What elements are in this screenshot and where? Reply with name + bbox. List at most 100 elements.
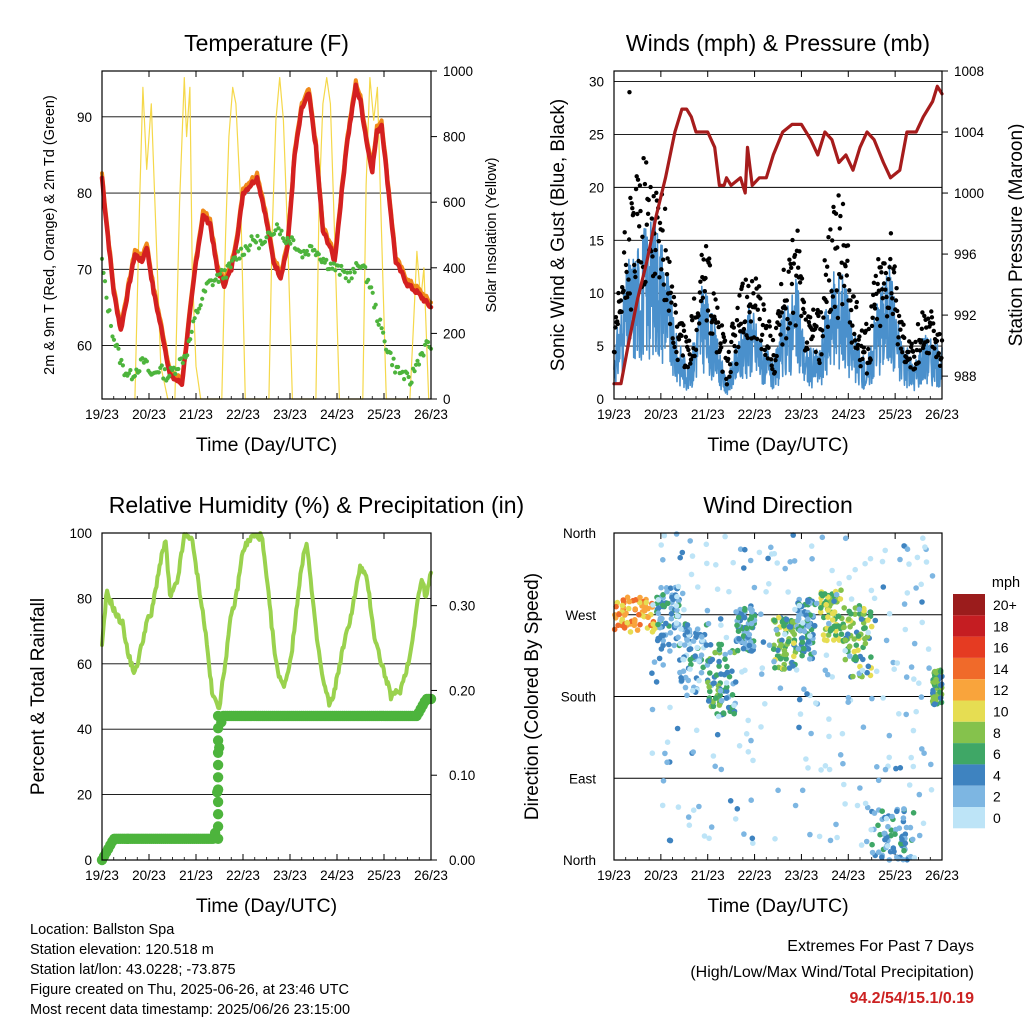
dewpoint-point: [179, 356, 184, 361]
gust-point: [912, 366, 918, 371]
x-tick-label: 19/23: [85, 868, 119, 883]
gust-point: [761, 307, 767, 312]
direction-point: [904, 546, 911, 552]
panel-title: Relative Humidity (%) & Precipitation (i…: [109, 492, 524, 518]
gust-point: [737, 293, 742, 298]
direction-point: [847, 653, 853, 659]
direction-point: [765, 555, 771, 562]
gust-point: [626, 237, 632, 242]
direction-point: [890, 845, 897, 851]
gust-point: [628, 307, 634, 312]
direction-point: [636, 611, 642, 618]
gust-point: [631, 210, 636, 216]
gust-point: [781, 267, 786, 272]
direction-point: [918, 581, 924, 588]
direction-point: [818, 605, 824, 611]
direction-point: [740, 633, 747, 639]
direction-point: [649, 750, 656, 756]
speed-colorbar: mph 20+ 18 16 14 12 10 8 6 4 2 0: [953, 575, 1020, 829]
direction-point: [799, 620, 806, 626]
direction-point: [916, 680, 922, 686]
dewpoint-point: [370, 290, 375, 295]
direction-point: [826, 716, 832, 722]
direction-point: [722, 651, 728, 658]
gust-point: [667, 259, 672, 264]
y-tick-label: 90: [77, 110, 92, 125]
gust-point: [741, 326, 747, 332]
direction-point: [622, 612, 628, 618]
gust-point: [651, 194, 656, 199]
gust-point: [634, 174, 639, 179]
y-tick-label: 60: [77, 339, 92, 354]
gust-point: [703, 275, 708, 281]
gust-point: [833, 211, 839, 216]
gust-point: [907, 356, 912, 361]
gust-point: [652, 271, 658, 276]
direction-point: [873, 668, 880, 675]
gust-point: [727, 374, 732, 379]
direction-point: [723, 634, 730, 641]
precip-point: [212, 784, 224, 795]
direction-point: [910, 727, 917, 734]
direction-point: [727, 798, 734, 804]
dewpoint-point: [242, 252, 247, 257]
gust-point: [880, 296, 885, 301]
gust-point: [671, 294, 677, 300]
y-right-tick-label: 200: [443, 326, 466, 341]
direction-point: [862, 800, 869, 807]
gust-point: [734, 318, 740, 323]
gust-point: [789, 281, 795, 287]
direction-point: [632, 606, 638, 612]
gust-point: [719, 345, 724, 350]
direction-point: [687, 656, 694, 663]
y-right-tick-label: 0.10: [449, 768, 475, 783]
direction-point: [718, 622, 724, 628]
gust-point: [845, 258, 850, 263]
gust-point: [849, 340, 854, 345]
gust-point: [722, 338, 728, 343]
gust-point: [743, 277, 748, 282]
direction-point: [673, 603, 680, 609]
direction-point: [689, 553, 696, 559]
dewpoint-point: [283, 241, 288, 246]
y-tick-label: North: [563, 526, 596, 541]
direction-point: [650, 602, 656, 608]
direction-point: [637, 594, 643, 601]
x-tick-label: 25/23: [878, 407, 912, 422]
gust-point: [747, 310, 752, 315]
direction-point: [805, 616, 811, 622]
gust-point: [801, 306, 806, 312]
gust-point: [824, 299, 829, 305]
direction-point: [649, 670, 655, 676]
direction-point: [846, 643, 853, 650]
gust-point: [630, 206, 635, 211]
gust-point: [620, 285, 625, 290]
gust-point: [791, 261, 796, 266]
dewpoint-point: [363, 265, 368, 270]
gust-point: [657, 220, 663, 226]
direction-point: [740, 645, 747, 652]
y-right-tick-label: 1004: [954, 125, 985, 140]
direction-point: [869, 695, 875, 702]
direction-point: [772, 665, 778, 671]
gust-point: [736, 344, 741, 350]
dewpoint-point: [421, 353, 426, 358]
colorbar-label: 2: [993, 789, 1001, 805]
gust-point: [874, 316, 880, 322]
gust-point: [773, 358, 778, 363]
direction-point: [882, 836, 888, 843]
dewpoint-point: [378, 317, 383, 322]
dewpoint-point: [104, 295, 109, 300]
direction-point: [655, 621, 661, 628]
direction-point: [659, 802, 666, 809]
gust-point: [626, 277, 631, 282]
dewpoint-point: [390, 363, 395, 368]
gust-point: [808, 315, 813, 320]
gust-point: [898, 327, 903, 332]
gust-point: [866, 326, 871, 332]
gust-point: [715, 305, 720, 310]
gust-point: [613, 315, 619, 320]
gust-point: [883, 270, 889, 276]
direction-point: [636, 599, 643, 606]
direction-point: [855, 633, 862, 639]
